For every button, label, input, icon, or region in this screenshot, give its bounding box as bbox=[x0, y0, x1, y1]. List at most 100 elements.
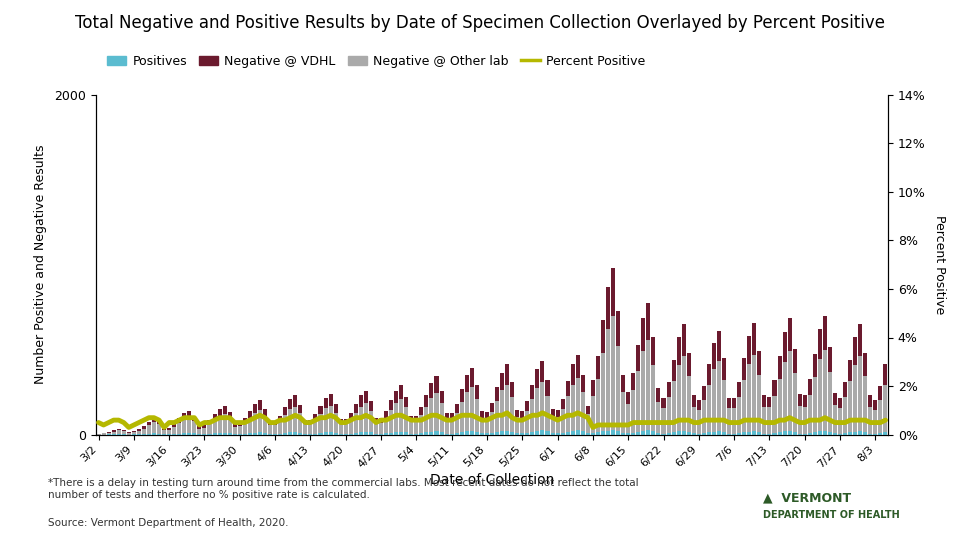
Bar bbox=[732, 408, 736, 435]
Bar bbox=[570, 384, 575, 435]
Bar bbox=[460, 402, 464, 435]
Bar bbox=[475, 399, 479, 435]
Bar bbox=[838, 398, 842, 408]
Bar bbox=[172, 434, 177, 435]
Bar bbox=[601, 320, 605, 353]
Text: ▲  VERMONT: ▲ VERMONT bbox=[763, 491, 852, 504]
Bar bbox=[187, 433, 191, 435]
Bar bbox=[632, 373, 636, 390]
Bar bbox=[313, 420, 318, 435]
Bar bbox=[803, 395, 806, 407]
Bar bbox=[863, 376, 867, 435]
Bar bbox=[753, 323, 756, 355]
Bar bbox=[273, 434, 277, 435]
Bar bbox=[485, 412, 489, 418]
Bar bbox=[581, 431, 585, 435]
Bar bbox=[409, 421, 414, 435]
Bar bbox=[621, 375, 625, 392]
Bar bbox=[561, 433, 564, 435]
Bar bbox=[162, 430, 166, 435]
Bar bbox=[646, 302, 650, 340]
Bar bbox=[223, 406, 227, 414]
Bar bbox=[505, 430, 509, 435]
Bar bbox=[707, 433, 711, 435]
Bar bbox=[742, 359, 746, 380]
Bar bbox=[807, 379, 812, 395]
Bar bbox=[590, 433, 595, 435]
Bar bbox=[686, 432, 691, 435]
Bar bbox=[697, 400, 701, 410]
Bar bbox=[495, 432, 499, 435]
Bar bbox=[813, 433, 817, 435]
Bar bbox=[657, 433, 660, 435]
Bar bbox=[293, 395, 298, 407]
Bar bbox=[757, 375, 761, 435]
Bar bbox=[440, 390, 444, 403]
Bar bbox=[324, 433, 327, 435]
Bar bbox=[550, 408, 555, 416]
Bar bbox=[334, 413, 338, 435]
Bar bbox=[359, 432, 363, 435]
Bar bbox=[530, 432, 535, 435]
Bar bbox=[586, 433, 589, 435]
Bar bbox=[258, 410, 262, 435]
Bar bbox=[626, 392, 630, 404]
Bar bbox=[626, 404, 630, 435]
Bar bbox=[107, 433, 110, 435]
Bar bbox=[117, 434, 121, 435]
Bar bbox=[399, 399, 403, 435]
Bar bbox=[565, 431, 569, 435]
Bar bbox=[858, 356, 862, 435]
Bar bbox=[581, 375, 585, 392]
Bar bbox=[243, 434, 247, 435]
Bar bbox=[415, 434, 419, 435]
Bar bbox=[853, 431, 857, 435]
Bar bbox=[207, 434, 211, 435]
Bar bbox=[505, 384, 509, 435]
Bar bbox=[157, 421, 161, 424]
Bar bbox=[172, 424, 177, 427]
Bar bbox=[707, 384, 711, 435]
Bar bbox=[545, 431, 549, 435]
Bar bbox=[268, 422, 272, 426]
Bar bbox=[207, 424, 211, 435]
Bar bbox=[833, 405, 837, 435]
Bar bbox=[828, 432, 832, 435]
Bar bbox=[354, 433, 358, 435]
Bar bbox=[500, 431, 504, 435]
Bar bbox=[666, 397, 671, 435]
Bar bbox=[102, 433, 106, 435]
Bar bbox=[641, 352, 645, 435]
Bar bbox=[657, 388, 660, 402]
Bar bbox=[389, 410, 394, 435]
Bar bbox=[570, 364, 575, 384]
Bar bbox=[596, 356, 600, 379]
Bar bbox=[757, 352, 761, 375]
Bar bbox=[167, 428, 171, 430]
Bar bbox=[283, 407, 287, 415]
Bar bbox=[612, 268, 615, 315]
Bar bbox=[273, 426, 277, 435]
Bar bbox=[420, 433, 423, 435]
Bar bbox=[778, 433, 781, 435]
Bar bbox=[616, 346, 620, 435]
Text: DEPARTMENT OF HEALTH: DEPARTMENT OF HEALTH bbox=[763, 510, 900, 521]
Bar bbox=[762, 434, 766, 435]
Bar bbox=[666, 382, 671, 397]
Bar bbox=[203, 425, 206, 428]
Bar bbox=[374, 423, 378, 435]
Bar bbox=[339, 419, 343, 424]
Bar bbox=[722, 359, 726, 380]
Bar bbox=[187, 418, 191, 435]
Bar bbox=[328, 406, 332, 435]
Bar bbox=[395, 390, 398, 403]
Bar bbox=[490, 433, 494, 435]
Bar bbox=[773, 380, 777, 396]
Bar bbox=[97, 434, 101, 435]
Bar bbox=[747, 336, 752, 364]
Bar bbox=[858, 431, 862, 435]
Bar bbox=[444, 434, 448, 435]
Bar bbox=[218, 416, 222, 435]
Bar bbox=[556, 433, 560, 435]
Bar bbox=[395, 432, 398, 435]
